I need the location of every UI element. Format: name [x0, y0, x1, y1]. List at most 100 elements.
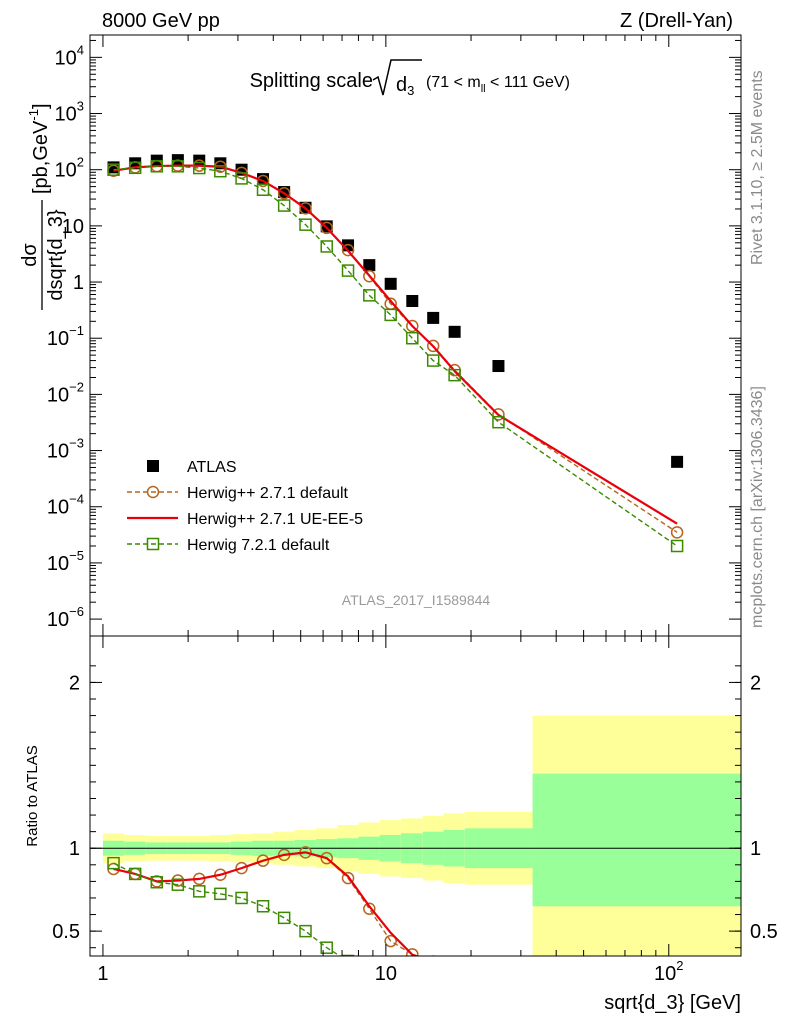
ratio-series-layer: [107, 846, 504, 1003]
main-point: [341, 243, 355, 257]
sqrt-symbol: [372, 59, 422, 96]
ratio-point: [341, 954, 355, 956]
main-point: [426, 339, 440, 353]
main-point: [363, 289, 376, 302]
main-point: [384, 277, 397, 290]
ratio-point: [320, 851, 333, 865]
ratio-point: [256, 854, 270, 867]
ratio-point: [150, 875, 164, 889]
ylabel-unit-pre: [pb,GeV: [30, 120, 52, 194]
main-point: [193, 161, 206, 175]
ratio-line-1: [113, 851, 420, 956]
analysis-id: ATLAS_2017_I1589844: [342, 592, 491, 608]
main-point: [235, 172, 248, 185]
ratio-point: [171, 878, 185, 891]
ratio-point: [449, 989, 460, 1000]
ratio-point: [235, 861, 248, 875]
main-point: [406, 294, 419, 307]
ratio-point: [193, 885, 206, 898]
title-sqrt-sub: 3: [407, 83, 414, 98]
ratio-point: [363, 902, 376, 915]
main-ytick-label: 10−1: [47, 323, 84, 350]
ratio-ytick-label-right: 0.5: [750, 921, 778, 943]
ratio-point: [128, 867, 142, 881]
main-point: [448, 325, 461, 338]
ratio-point: [299, 924, 312, 938]
title-text: Splitting scale: [250, 70, 373, 92]
main-series-layer: [107, 154, 684, 553]
mcplots-label: mcplots.cern.ch [arXiv:1306.3436]: [749, 386, 766, 628]
main-point: [363, 259, 376, 272]
ratio-ytick-label-left: 2: [69, 672, 80, 694]
ratio-point: [430, 955, 437, 956]
main-point: [128, 161, 142, 175]
axis-ticks: [90, 35, 741, 956]
ratio-ytick-label-left: 0.5: [52, 921, 80, 943]
ratio-ytick-label-right: 2: [750, 672, 761, 694]
title-cut-sub: ll: [481, 83, 486, 95]
legend-label: ATLAS: [187, 459, 237, 476]
main-ytick-label: 10−6: [47, 604, 84, 631]
ylabel-unit-post: ]: [30, 103, 52, 109]
ylabel-unit-exp: -1: [26, 109, 41, 121]
main-ytick-label: 103: [55, 99, 84, 126]
legend-marker: [146, 485, 160, 499]
rivet-version-label: Rivet 3.1.10, ≥ 2.5M events: [749, 70, 766, 265]
main-point: [406, 319, 419, 333]
ratio-point: [406, 948, 419, 956]
ratio-point: [384, 934, 397, 948]
svg-text:[pb,GeV-1]: [pb,GeV-1]: [26, 103, 52, 194]
ratio-point: [428, 985, 439, 996]
main-point: [427, 311, 440, 324]
svg-text:(71 < mll < 111 GeV): (71 < mll < 111 GeV): [426, 74, 570, 95]
main-point: [299, 218, 312, 231]
svg-text:d3: d3: [396, 74, 414, 98]
main-ytick-label: 10: [62, 216, 84, 238]
main-ytick-label: 10−2: [47, 379, 84, 406]
main-point: [670, 539, 684, 553]
ratio-point: [256, 900, 270, 913]
main-point: [171, 160, 185, 173]
ratio-point: [214, 887, 227, 901]
main-point: [256, 174, 270, 188]
xtick-label: 10: [375, 963, 397, 985]
legend: ATLAS Herwig++ 2.7.1 default Herwig++ 2.7.…: [127, 459, 363, 554]
title-cut-post: < 111 GeV): [486, 74, 570, 91]
ylabel-denominator: dsqrt{d_3}: [45, 209, 67, 301]
ratio-ylabel: Ratio to ATLAS: [24, 745, 41, 846]
main-ytick-label: 10−3: [47, 436, 84, 463]
legend-label: Herwig 7.2.1 default: [187, 537, 330, 554]
main-ytick-label: 104: [55, 42, 84, 69]
main-point: [320, 221, 333, 235]
ratio-point: [341, 871, 355, 885]
ratio-point: [493, 992, 504, 1003]
main-line-1: [113, 164, 678, 533]
title-sqrt-arg: d: [396, 74, 407, 96]
main-point: [670, 526, 684, 539]
main-point: [320, 240, 333, 253]
ylabel-numerator: dσ: [19, 243, 41, 267]
ratio-point: [493, 986, 504, 997]
main-point: [277, 187, 291, 200]
main-point: [299, 202, 312, 215]
main-ylabel: dσ dsqrt{d_3} [pb,GeV-1]: [19, 103, 67, 310]
main-point: [107, 163, 120, 176]
main-line-3: [113, 165, 678, 547]
main-point: [406, 331, 419, 345]
main-point: [492, 415, 505, 429]
main-point: [341, 264, 355, 277]
process-label: Z (Drell-Yan): [620, 10, 733, 32]
main-point: [448, 368, 461, 382]
ratio-point: [449, 974, 460, 985]
xtick-label: 102: [654, 958, 683, 985]
ratio-point: [407, 982, 418, 993]
ratio-ytick-label-left: 1: [69, 838, 80, 860]
main-point: [256, 183, 270, 196]
legend-marker: [147, 460, 159, 472]
ratio-point: [320, 941, 333, 954]
ratio-ytick-label-right: 1: [750, 838, 761, 860]
main-point: [492, 360, 505, 373]
xtick-label: 1: [97, 963, 108, 985]
main-point: [384, 308, 397, 322]
